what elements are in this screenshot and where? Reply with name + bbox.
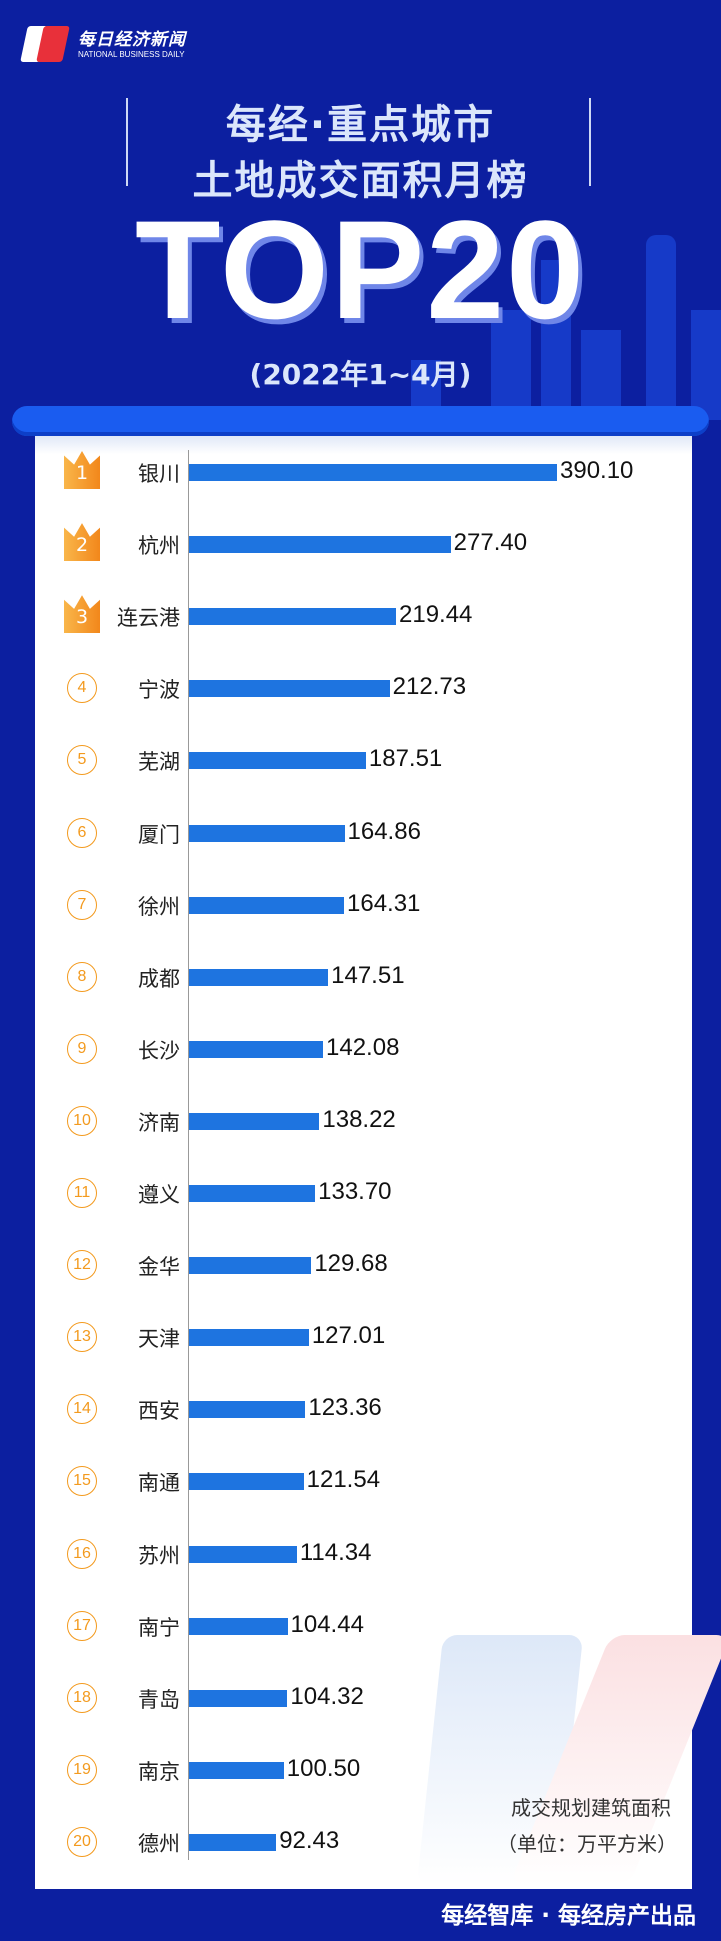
bar	[189, 1545, 297, 1563]
category-label: 南京	[138, 1759, 180, 1784]
category-label: 德州	[138, 1831, 180, 1856]
rank-badge: 19	[67, 1754, 97, 1785]
rank-badge: 20	[67, 1826, 97, 1857]
bar	[189, 1617, 288, 1635]
value-label: 123.36	[308, 1394, 382, 1422]
category-label: 厦门	[138, 822, 180, 847]
category-label: 芜湖	[138, 750, 180, 775]
title-divider-left	[126, 98, 128, 186]
value-label: 164.31	[347, 889, 421, 917]
rank-badge: 5	[67, 745, 97, 776]
y-axis-line	[188, 450, 189, 1860]
period: (2022年1~4月)	[249, 358, 472, 391]
category-label: 南宁	[138, 1615, 180, 1640]
value-label: 219.44	[399, 601, 473, 629]
rank-badge: 6	[67, 817, 97, 848]
bar	[189, 1689, 288, 1707]
rank-badge: 12	[67, 1250, 97, 1281]
title-line-1: 每经·重点城市	[225, 102, 496, 148]
rank-badge: 7	[67, 889, 97, 920]
rank-badge: 17	[67, 1610, 97, 1641]
rank-badge: 10	[67, 1105, 97, 1136]
headline: TOP20	[135, 191, 586, 348]
category-label: 连云港	[117, 606, 180, 631]
scalloped-edge	[35, 1882, 692, 1896]
value-label: 187.51	[368, 745, 443, 773]
category-label: 济南	[138, 1110, 180, 1135]
bar	[189, 1185, 316, 1202]
category-label: 长沙	[138, 1038, 180, 1063]
value-label: 277.40	[453, 529, 528, 557]
category-label: 杭州	[138, 534, 180, 559]
brand-name-cn: 每日经济新闻	[78, 30, 186, 50]
category-label: 成都	[138, 966, 180, 991]
category-label: 徐州	[138, 894, 180, 919]
value-label: 104.44	[290, 1610, 364, 1638]
bar	[189, 896, 344, 914]
chart-card	[35, 424, 692, 1889]
value-label: 164.86	[347, 817, 421, 845]
category-label: 宁波	[138, 678, 180, 703]
bar	[189, 536, 451, 554]
value-label: 129.68	[314, 1250, 388, 1278]
bar	[189, 824, 345, 842]
category-label: 苏州	[138, 1543, 180, 1568]
value-label: 114.34	[299, 1538, 372, 1566]
bar	[189, 1257, 312, 1275]
brand-name-en: NATIONAL BUSINESS DAILY	[78, 50, 185, 59]
bar	[189, 968, 329, 986]
value-label: 212.73	[392, 673, 467, 701]
category-label: 天津	[138, 1327, 180, 1352]
category-label: 银川	[138, 462, 180, 486]
rank-badge: 15	[67, 1466, 97, 1497]
value-label: 104.32	[290, 1682, 364, 1710]
bar	[189, 1112, 320, 1130]
brand-logo: 每日经济新闻 NATIONAL BUSINESS DAILY	[20, 22, 186, 62]
value-label: 133.70	[318, 1178, 392, 1205]
unit-label-2: （单位：万平方米）	[497, 1832, 677, 1856]
rank-badge: 18	[67, 1682, 97, 1713]
rank-badge: 13	[67, 1322, 97, 1353]
bar	[189, 1401, 306, 1419]
scroll-roller-decoration	[12, 406, 709, 436]
rank-badge: 11	[67, 1178, 97, 1208]
category-label: 西安	[138, 1399, 180, 1424]
rank-badge: 4	[67, 673, 97, 704]
value-label: 121.54	[306, 1466, 381, 1494]
category-label: 金华	[138, 1255, 180, 1280]
value-label: 147.51	[331, 961, 405, 989]
bar	[189, 1833, 277, 1851]
footer-credit: 每经智库 · 每经房产出品	[441, 1903, 696, 1929]
value-label: 142.08	[326, 1033, 400, 1061]
bar	[189, 1473, 304, 1491]
title-divider-right	[589, 98, 591, 186]
bar	[189, 464, 557, 481]
bar	[189, 608, 396, 626]
value-label: 138.22	[322, 1105, 396, 1133]
value-label: 100.50	[286, 1754, 361, 1782]
category-label: 遵义	[138, 1183, 180, 1207]
value-label: 390.10	[560, 457, 634, 484]
rank-badge: 14	[67, 1394, 97, 1425]
category-label: 青岛	[138, 1687, 180, 1712]
unit-label-1: 成交规划建筑面积	[511, 1796, 671, 1820]
value-label: 92.43	[279, 1826, 340, 1854]
value-label: 127.01	[311, 1322, 386, 1350]
nbd-logo-icon	[20, 22, 72, 62]
category-label: 南通	[138, 1471, 180, 1496]
bar	[189, 1329, 309, 1347]
rank-badge: 9	[67, 1033, 97, 1064]
rank-badge: 8	[67, 961, 97, 992]
bar	[189, 680, 390, 698]
rank-badge: 16	[67, 1538, 97, 1569]
bar	[189, 1761, 284, 1779]
title-line-2: 土地成交面积月榜	[192, 158, 529, 204]
bar	[189, 752, 366, 770]
skyline-decoration	[401, 235, 721, 420]
bar	[189, 1040, 324, 1058]
